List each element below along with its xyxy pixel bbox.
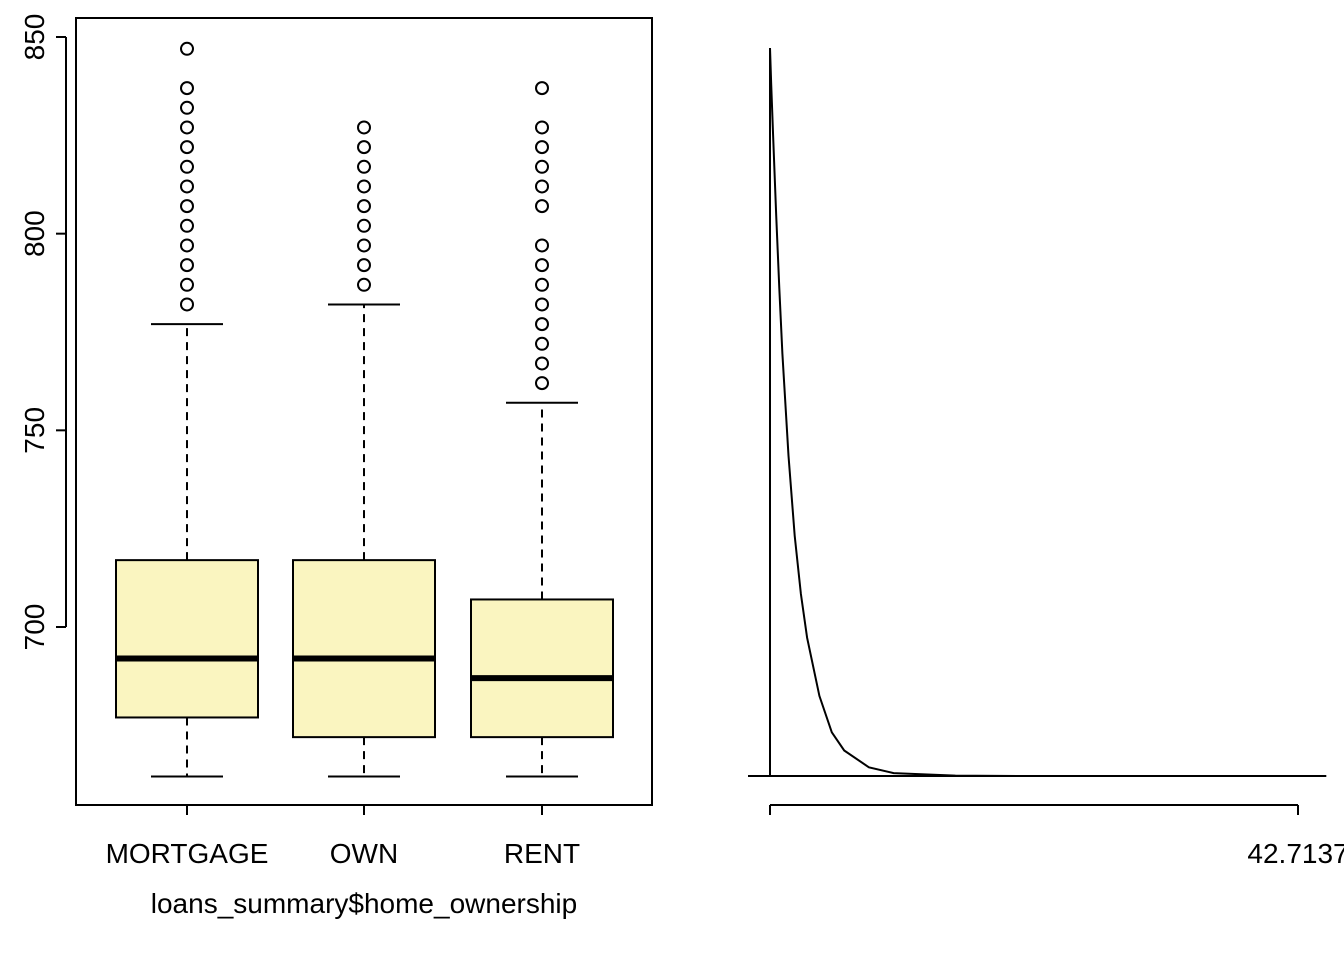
- outlier-point: [357, 258, 371, 273]
- x-tick-label: RENT: [504, 838, 580, 869]
- y-tick-label: 700: [19, 604, 50, 651]
- outlier-point: [180, 140, 194, 155]
- outlier-point: [180, 258, 194, 273]
- outlier-point: [180, 41, 194, 56]
- outlier-point: [535, 179, 549, 194]
- curve-x-axis: 42.7137: [769, 804, 1344, 869]
- boxplot-panel: 700 750 800 850 MORTGAGE OWN RENT loans_summa…: [19, 14, 653, 919]
- boxplot-x-axis: MORTGAGE OWN RENT: [106, 804, 580, 869]
- outlier-point: [180, 81, 194, 96]
- outlier-point: [180, 100, 194, 115]
- x-tick-label: MORTGAGE: [106, 838, 269, 869]
- box-iqr: [292, 559, 436, 739]
- outlier-point: [535, 159, 549, 174]
- outlier-point: [180, 238, 194, 253]
- outlier-point: [180, 218, 194, 233]
- outlier-point: [535, 140, 549, 155]
- boxplot-x-axis-label: loans_summary$home_ownership: [151, 888, 577, 919]
- y-tick-label: 800: [19, 210, 50, 257]
- boxplot-boxes: [115, 41, 614, 778]
- boxplot-y-axis: 700 750 800 850: [19, 14, 67, 651]
- outlier-point: [357, 120, 371, 135]
- box-mortgage: [115, 41, 259, 778]
- outlier-point: [535, 258, 549, 273]
- box-iqr: [115, 559, 259, 719]
- outlier-point: [535, 238, 549, 253]
- outlier-point: [535, 297, 549, 312]
- outlier-point: [357, 159, 371, 174]
- outlier-point: [357, 199, 371, 214]
- outlier-point: [535, 199, 549, 214]
- outlier-point: [535, 376, 549, 391]
- outlier-point: [357, 238, 371, 253]
- curve-series-line: [769, 47, 1327, 777]
- box-own: [292, 120, 436, 778]
- outlier-point: [357, 140, 371, 155]
- outlier-point: [357, 218, 371, 233]
- outlier-point: [535, 336, 549, 351]
- outlier-point: [180, 199, 194, 214]
- y-tick-label: 750: [19, 407, 50, 454]
- curve-panel: 42.7137: [748, 47, 1344, 869]
- outlier-point: [535, 81, 549, 96]
- outlier-point: [180, 120, 194, 135]
- x-tick-label: OWN: [330, 838, 398, 869]
- x-tick-label: 42.7137: [1247, 838, 1344, 869]
- outlier-point: [535, 356, 549, 371]
- outlier-point: [180, 277, 194, 292]
- outlier-point: [180, 179, 194, 194]
- box-rent: [470, 81, 614, 778]
- outlier-point: [357, 277, 371, 292]
- outlier-point: [535, 317, 549, 332]
- outlier-point: [357, 179, 371, 194]
- outlier-point: [180, 159, 194, 174]
- outlier-point: [535, 277, 549, 292]
- outlier-point: [180, 297, 194, 312]
- outlier-point: [535, 120, 549, 135]
- y-tick-label: 850: [19, 14, 50, 61]
- box-iqr: [470, 598, 614, 739]
